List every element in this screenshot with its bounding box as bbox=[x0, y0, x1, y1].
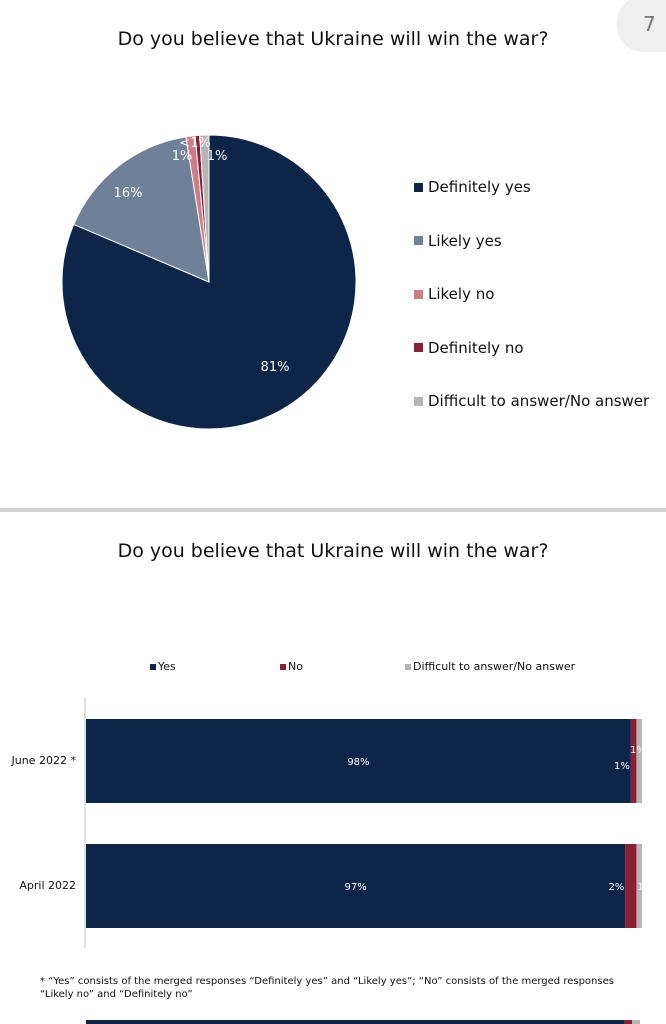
category-label: June 2022 * bbox=[11, 754, 76, 767]
legend-swatch bbox=[414, 236, 423, 245]
bar-data-label: 2% bbox=[608, 882, 624, 893]
bar-legend-item: No bbox=[280, 660, 303, 673]
pie-slice-likely-yes bbox=[73, 136, 210, 283]
bar-legend-item: Yes bbox=[150, 660, 176, 673]
bar-data-label: 1% bbox=[630, 745, 646, 756]
pie-legend-item: Definitely yes bbox=[414, 178, 531, 196]
bar-segment-no bbox=[625, 844, 637, 928]
legend-label: Likely no bbox=[428, 285, 495, 303]
legend-label: Likely yes bbox=[428, 231, 502, 250]
pie-legend-item: Difficult to answer/No answer bbox=[414, 392, 649, 410]
bar-segment-yes bbox=[86, 844, 626, 928]
next-slide-bar-fragment bbox=[86, 1020, 624, 1024]
legend-label: Difficult to answer/No answer bbox=[428, 392, 650, 410]
bar-legend-item: Difficult to answer/No answer bbox=[405, 660, 575, 673]
pie-data-label: 1% bbox=[207, 149, 228, 164]
legend-swatch bbox=[414, 343, 423, 352]
pie-data-label: 81% bbox=[261, 360, 290, 375]
legend-swatch bbox=[405, 663, 411, 670]
bar-segment-no bbox=[630, 719, 637, 803]
bar-segment-yes bbox=[86, 719, 631, 803]
bar-segment-difficult-to-answer-no-answer bbox=[636, 844, 642, 928]
legend-swatch bbox=[280, 663, 286, 670]
bar-footnote: * “Yes” consists of the merged responses… bbox=[40, 976, 614, 1000]
legend-label: Difficult to answer/No answer bbox=[413, 660, 576, 673]
next-slide-bar-fragment bbox=[624, 1020, 632, 1024]
pie-slice-difficult-to-answer-no-answer bbox=[199, 134, 210, 283]
page-number-badge bbox=[617, 0, 666, 52]
legend-label: Yes bbox=[158, 660, 176, 673]
pie-legend-item: Likely yes bbox=[414, 232, 502, 250]
legend-swatch bbox=[414, 396, 423, 406]
legend-label: No bbox=[288, 660, 303, 673]
category-label: April 2022 bbox=[19, 879, 76, 892]
legend-label: Definitely no bbox=[428, 338, 524, 357]
pie-legend-item: Definitely no bbox=[414, 339, 524, 357]
bar-chart-title: Do you believe that Ukraine will win the… bbox=[117, 540, 549, 562]
legend-swatch bbox=[150, 663, 156, 670]
bar-data-label: 98% bbox=[347, 757, 369, 768]
legend-swatch bbox=[414, 289, 423, 299]
slide-divider bbox=[0, 508, 666, 512]
bar-data-label: 1% bbox=[637, 882, 653, 893]
legend-swatch bbox=[414, 182, 423, 192]
next-slide-bar-fragment bbox=[632, 1020, 640, 1024]
bar-data-label: 97% bbox=[345, 882, 367, 893]
pie-data-label: 16% bbox=[114, 186, 143, 201]
pie-data-label: 1% bbox=[172, 149, 193, 164]
pie-data-label: <1% bbox=[179, 136, 211, 151]
bar-data-label: 1% bbox=[614, 761, 630, 772]
bar-chart: 98% 1%1%97% 2% 1% bbox=[84, 698, 653, 1024]
page-number: 7 bbox=[643, 12, 656, 36]
pie-legend-item: Likely no bbox=[414, 285, 494, 303]
pie-slide: 7 Do you believe that Ukraine will win t… bbox=[0, 0, 666, 508]
pie-chart: 81% 16% 1%<1%1% bbox=[61, 134, 357, 430]
legend-label: Definitely yes bbox=[428, 178, 531, 196]
bar-segment-difficult-to-answer-no-answer bbox=[636, 719, 642, 803]
bar-slide: Do you believe that Ukraine will win the… bbox=[0, 512, 666, 1024]
pie-chart-title: Do you believe that Ukraine will win the… bbox=[117, 28, 549, 50]
